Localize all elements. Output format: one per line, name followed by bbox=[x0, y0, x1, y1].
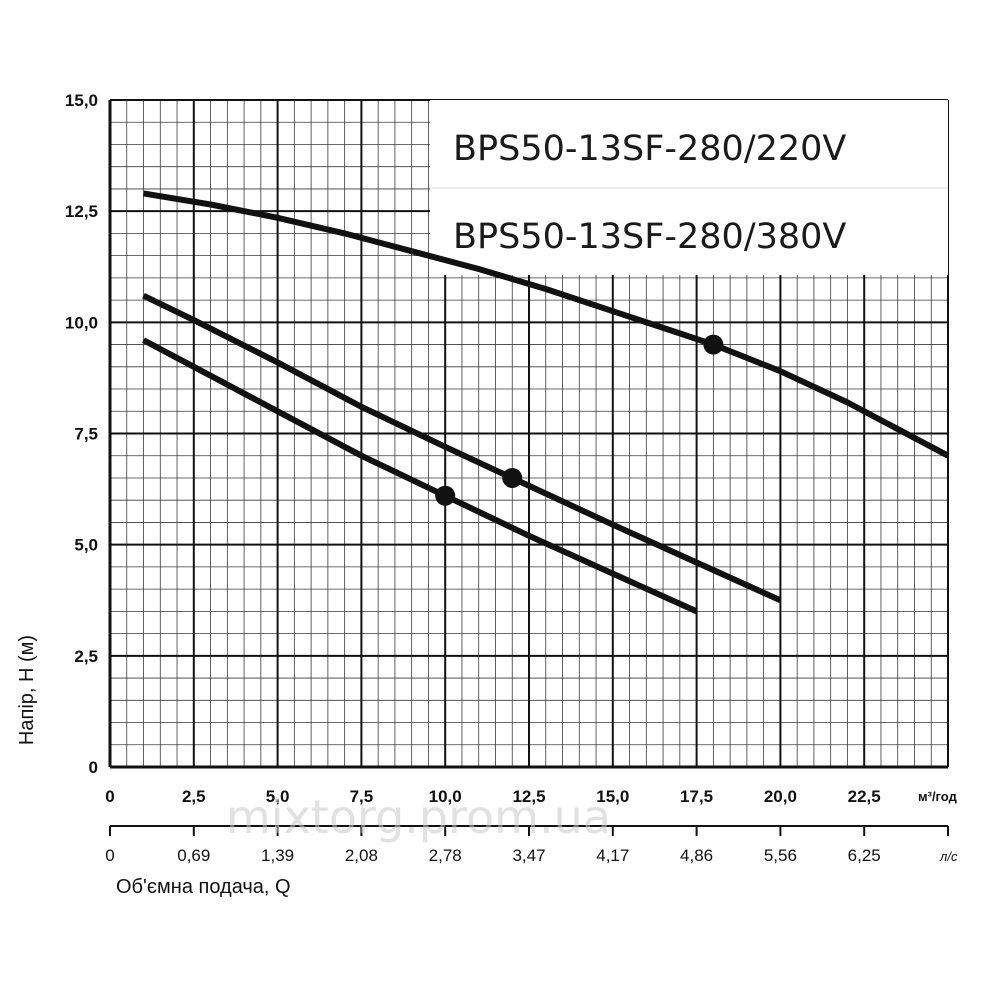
legend-entry-220v: BPS50-13SF-280/220V bbox=[453, 129, 846, 169]
x2-tick-label: 4,17 bbox=[596, 846, 629, 865]
y-axis-title: Напір, Н (м) bbox=[16, 635, 38, 745]
x-tick-label: 22,5 bbox=[848, 787, 881, 806]
legend-entry-380v: BPS50-13SF-280/380V bbox=[453, 217, 846, 257]
x-tick-label: 10,0 bbox=[429, 787, 462, 806]
y-tick-label: 10,0 bbox=[65, 313, 98, 332]
series-marker-2 bbox=[502, 467, 523, 488]
x-tick-label: 12,5 bbox=[512, 787, 545, 806]
x-tick-label: 17,5 bbox=[680, 787, 713, 806]
series-marker-3 bbox=[435, 485, 456, 506]
x-axis-unit-ls: л/с bbox=[939, 849, 958, 864]
x-tick-label: 7,5 bbox=[350, 787, 374, 806]
x-tick-labels-m3h: 0 2,5 5,0 7,5 10,0 12,5 15,0 17,5 20,0 22,5 bbox=[105, 787, 880, 806]
x2-axis bbox=[109, 825, 949, 836]
y-tick-label: 5,0 bbox=[74, 536, 98, 555]
x2-tick-label: 1,39 bbox=[261, 846, 294, 865]
y-tick-label: 15,0 bbox=[65, 91, 98, 110]
x2-tick-label: 2,08 bbox=[345, 846, 378, 865]
x2-tick-label: 3,47 bbox=[512, 846, 545, 865]
x2-tick-label: 2,78 bbox=[429, 846, 462, 865]
series-layer bbox=[142, 190, 950, 615]
legend: BPS50-13SF-280/220V BPS50-13SF-280/380V bbox=[430, 100, 948, 275]
x-tick-label: 0 bbox=[105, 787, 114, 806]
x2-tick-label: 6,25 bbox=[848, 846, 881, 865]
x-tick-labels-ls: 0 0,69 1,39 2,08 2,78 3,47 4,17 4,86 5,56 6,25 bbox=[105, 846, 880, 865]
y-tick-label: 12,5 bbox=[65, 202, 98, 221]
x2-tick-label: 0,69 bbox=[177, 846, 210, 865]
watermark: mixtorg.prom.ua bbox=[226, 790, 611, 844]
x-tick-label: 2,5 bbox=[182, 787, 206, 806]
y-tick-label: 0 bbox=[89, 758, 98, 777]
x-tick-label: 5,0 bbox=[266, 787, 290, 806]
x2-tick-label: 5,56 bbox=[764, 846, 797, 865]
y-tick-label: 7,5 bbox=[74, 425, 98, 444]
x-axis-title: Об'ємна подача, Q bbox=[116, 876, 291, 898]
x-axis-unit-m3h: м³/год bbox=[918, 789, 958, 804]
x-tick-label: 20,0 bbox=[764, 787, 797, 806]
axes bbox=[108, 100, 948, 769]
x2-tick-label: 0 bbox=[105, 846, 114, 865]
y-tick-label: 2,5 bbox=[74, 647, 98, 666]
x2-tick-label: 4,86 bbox=[680, 846, 713, 865]
x-tick-label: 15,0 bbox=[596, 787, 629, 806]
series-line-2 bbox=[142, 293, 782, 604]
series-marker-1 bbox=[703, 334, 724, 355]
series-line-3 bbox=[142, 337, 698, 615]
series-line-1 bbox=[143, 190, 950, 459]
y-tick-labels: 0 2,5 5,0 7,5 10,0 12,5 15,0 bbox=[65, 91, 98, 777]
